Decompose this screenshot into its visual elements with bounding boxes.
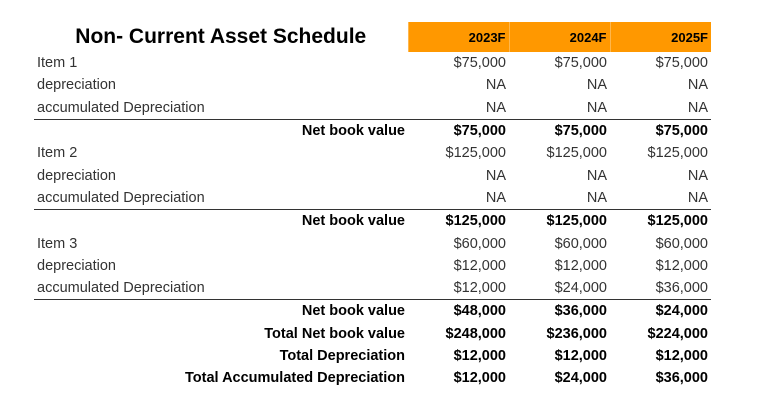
- row-label-cell[interactable]: accumulated Depreciation: [37, 189, 205, 206]
- row-label-cell[interactable]: depreciation: [37, 167, 116, 184]
- value-cell[interactable]: NA: [586, 99, 607, 116]
- value-cell[interactable]: $75,000: [610, 118, 711, 143]
- row-label-cell[interactable]: Item 2: [37, 145, 78, 162]
- value-cell[interactable]: NA: [687, 189, 708, 206]
- value-cell[interactable]: $75,000: [655, 55, 708, 72]
- asset-schedule-table: Non- Current Asset Schedule 2023F 2024F …: [34, 22, 711, 389]
- value-cell[interactable]: $236,000: [546, 325, 607, 342]
- subtotal-row: Net book value $48,000 $36,000 $24,000: [34, 299, 711, 323]
- value-cell[interactable]: NA: [485, 99, 506, 116]
- value-cell[interactable]: $125,000: [445, 145, 506, 162]
- value-cell[interactable]: $125,000: [546, 145, 607, 162]
- value-cell[interactable]: $48,000: [408, 299, 509, 323]
- year-header-cell[interactable]: 2024F: [508, 22, 610, 52]
- schedule-title[interactable]: Non- Current Asset Schedule: [75, 25, 367, 48]
- total-row: Total Depreciation $12,000 $12,000 $12,0…: [34, 345, 711, 367]
- value-cell[interactable]: $125,000: [408, 209, 509, 233]
- table-row: accumulated Depreciation NA NA NA: [34, 97, 711, 120]
- value-cell[interactable]: $12,000: [453, 370, 506, 387]
- value-cell[interactable]: $24,000: [610, 299, 711, 323]
- row-label-cell[interactable]: Total Net book value: [264, 325, 405, 342]
- value-cell[interactable]: $24,000: [554, 280, 607, 297]
- row-label-cell[interactable]: Total Depreciation: [279, 348, 405, 364]
- year-header-cell[interactable]: 2023F: [407, 22, 509, 52]
- value-cell[interactable]: $224,000: [647, 325, 708, 342]
- value-cell[interactable]: $248,000: [445, 325, 506, 342]
- table-row: depreciation NA NA NA: [34, 74, 711, 96]
- header-row: Non- Current Asset Schedule 2023F 2024F …: [34, 22, 711, 52]
- value-cell[interactable]: NA: [586, 167, 607, 184]
- value-cell[interactable]: $60,000: [453, 235, 506, 252]
- row-label-cell[interactable]: Net book value: [34, 209, 408, 233]
- table-row: accumulated Depreciation NA NA NA: [34, 187, 711, 210]
- value-cell[interactable]: $75,000: [408, 118, 509, 143]
- value-cell[interactable]: $12,000: [554, 257, 607, 274]
- row-label-cell[interactable]: depreciation: [37, 77, 116, 94]
- value-cell[interactable]: $12,000: [453, 348, 506, 364]
- row-label-cell[interactable]: accumulated Depreciation: [37, 280, 205, 297]
- value-cell[interactable]: NA: [586, 77, 607, 94]
- table-row: Item 3 $60,000 $60,000 $60,000: [34, 232, 711, 254]
- value-cell[interactable]: $12,000: [655, 348, 708, 364]
- value-cell[interactable]: $125,000: [647, 145, 708, 162]
- row-label-cell[interactable]: Item 3: [37, 235, 78, 252]
- row-label-cell[interactable]: accumulated Depreciation: [37, 99, 205, 116]
- value-cell[interactable]: $75,000: [554, 55, 607, 72]
- value-cell[interactable]: $75,000: [453, 55, 506, 72]
- value-cell[interactable]: NA: [485, 189, 506, 206]
- row-label-cell[interactable]: depreciation: [37, 257, 116, 274]
- value-cell[interactable]: NA: [687, 77, 708, 94]
- table-row: accumulated Depreciation $12,000 $24,000…: [34, 277, 711, 300]
- value-cell[interactable]: NA: [485, 77, 506, 94]
- row-label-cell[interactable]: Total Accumulated Depreciation: [185, 370, 405, 387]
- total-row: Total Net book value $248,000 $236,000 $…: [34, 323, 711, 345]
- value-cell[interactable]: $12,000: [453, 257, 506, 274]
- value-cell[interactable]: $12,000: [453, 280, 506, 297]
- row-label-cell[interactable]: Net book value: [34, 299, 408, 323]
- value-cell[interactable]: $12,000: [554, 348, 607, 364]
- value-cell[interactable]: NA: [687, 167, 708, 184]
- value-cell[interactable]: $12,000: [655, 257, 708, 274]
- table-row: Item 1 $75,000 $75,000 $75,000: [34, 52, 711, 74]
- value-cell[interactable]: NA: [687, 99, 708, 116]
- value-cell[interactable]: $60,000: [554, 235, 607, 252]
- table-row: depreciation NA NA NA: [34, 164, 711, 186]
- value-cell[interactable]: $24,000: [554, 370, 607, 387]
- value-cell[interactable]: $36,000: [509, 299, 610, 323]
- subtotal-row: Net book value $125,000 $125,000 $125,00…: [34, 209, 711, 233]
- table-row: depreciation $12,000 $12,000 $12,000: [34, 255, 711, 277]
- total-row: Total Accumulated Depreciation $12,000 $…: [34, 367, 711, 389]
- row-label-cell[interactable]: Net book value: [34, 118, 408, 143]
- value-cell[interactable]: NA: [485, 167, 506, 184]
- value-cell[interactable]: $75,000: [509, 118, 610, 143]
- value-cell[interactable]: $125,000: [509, 209, 610, 233]
- table-row: Item 2 $125,000 $125,000 $125,000: [34, 142, 711, 164]
- value-cell[interactable]: $60,000: [655, 235, 708, 252]
- value-cell[interactable]: $36,000: [655, 280, 708, 297]
- value-cell[interactable]: NA: [586, 189, 607, 206]
- row-label-cell[interactable]: Item 1: [37, 55, 78, 72]
- value-cell[interactable]: $36,000: [655, 370, 708, 387]
- subtotal-row: Net book value $75,000 $75,000 $75,000: [34, 118, 711, 143]
- year-header-cell[interactable]: 2025F: [609, 22, 711, 52]
- value-cell[interactable]: $125,000: [610, 209, 711, 233]
